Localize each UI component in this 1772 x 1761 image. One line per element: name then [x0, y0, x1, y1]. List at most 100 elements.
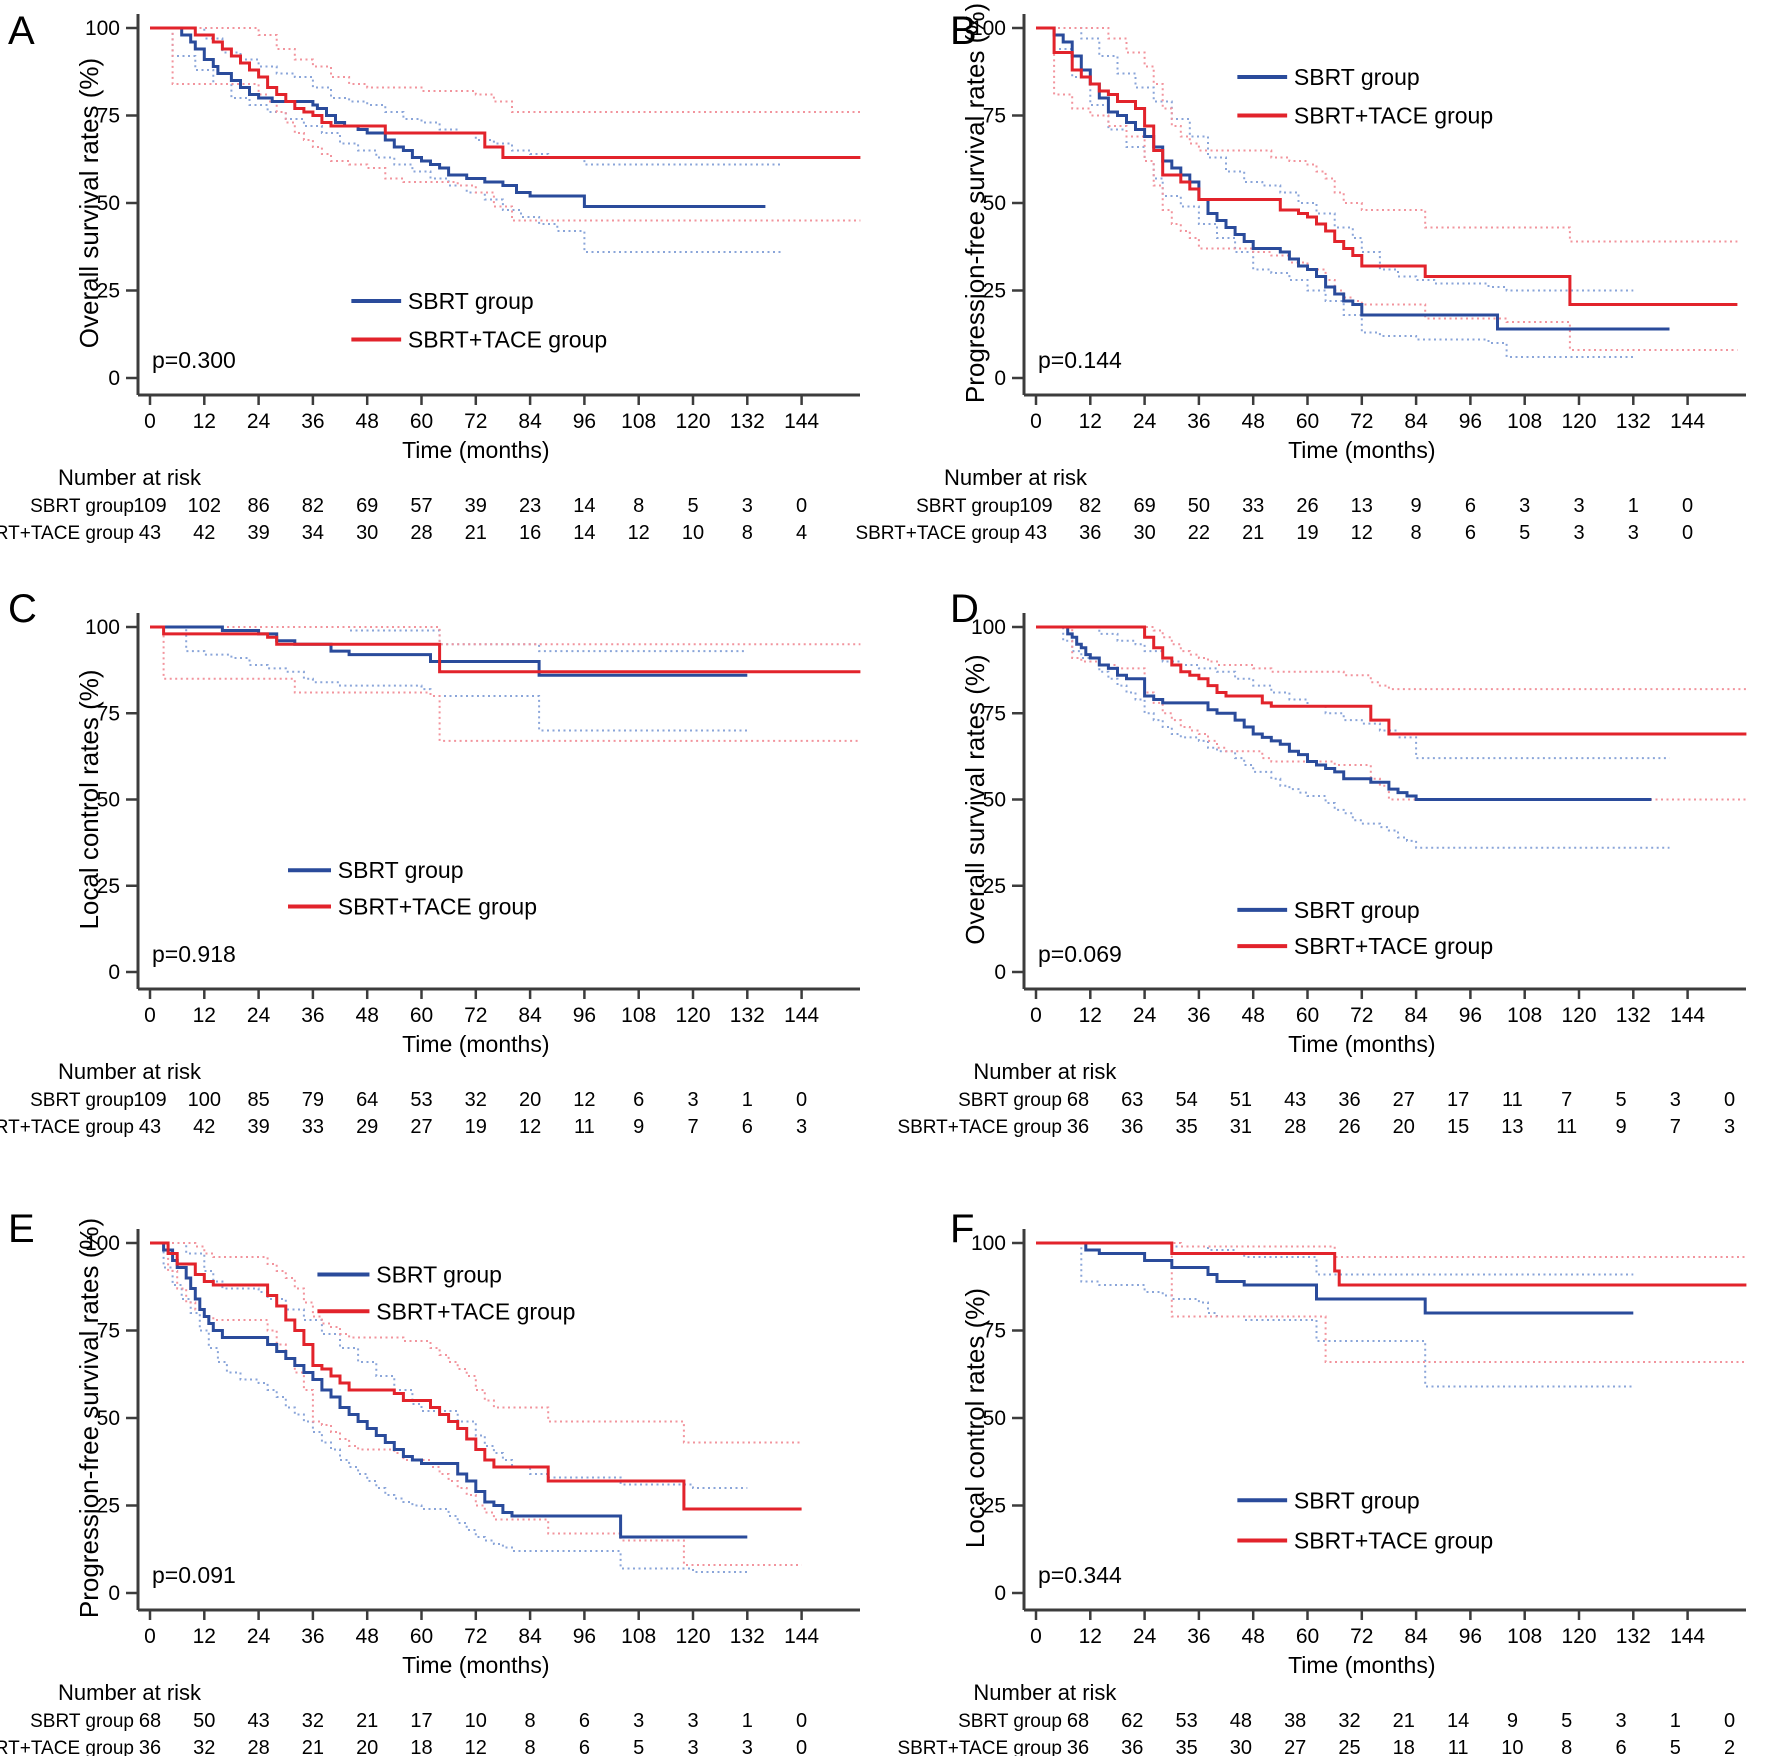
risk-row-label: SBRT group: [916, 496, 1020, 517]
y-tick-label: 75: [983, 1320, 1006, 1343]
x-tick-label: 12: [193, 1004, 216, 1027]
risk-count: 64: [356, 1089, 378, 1111]
x-tick-label: 108: [1507, 1004, 1542, 1027]
x-tick-label: 120: [675, 410, 710, 433]
risk-count: 12: [519, 1116, 541, 1138]
risk-count: 33: [1242, 495, 1264, 517]
tace-curve: [150, 26, 861, 159]
risk-count: 68: [1067, 1710, 1089, 1732]
y-tick-label: 75: [97, 105, 120, 128]
risk-count: 102: [188, 495, 221, 517]
sbrt-legend-label: SBRT group: [1294, 1487, 1420, 1513]
risk-count: 32: [1338, 1710, 1360, 1732]
risk-count: 1: [1670, 1710, 1681, 1732]
x-tick-label: 12: [1079, 1004, 1102, 1027]
x-tick-label: 96: [573, 1625, 596, 1648]
risk-count: 43: [247, 1710, 269, 1732]
panel-letter: A: [8, 9, 35, 53]
risk-count: 42: [193, 1116, 215, 1138]
risk-count: 8: [742, 522, 753, 544]
risk-count: 18: [410, 1737, 432, 1756]
risk-count: 109: [1019, 495, 1052, 517]
tace-ci-upper-curve: [150, 1242, 802, 1444]
tace-ci-lower-curve: [150, 1242, 802, 1566]
risk-table-header: Number at risk: [58, 465, 202, 490]
risk-count: 11: [1502, 1089, 1523, 1111]
risk-count: 36: [1079, 522, 1101, 544]
tace-legend-label: SBRT+TACE group: [408, 327, 607, 353]
sbrt-legend-label: SBRT group: [1294, 64, 1420, 90]
risk-count: 3: [1724, 1116, 1735, 1138]
x-tick-label: 72: [464, 1625, 487, 1648]
risk-count: 3: [742, 495, 753, 517]
risk-row-label: SBRT+TACE group: [897, 1738, 1062, 1756]
risk-count: 19: [1296, 522, 1318, 544]
tace-legend-label: SBRT+TACE group: [1294, 1528, 1493, 1554]
x-tick-label: 60: [1296, 1004, 1319, 1027]
x-tick-label: 72: [1350, 410, 1373, 433]
risk-count: 16: [519, 522, 541, 544]
x-tick-label: 12: [193, 1625, 216, 1648]
x-tick-label: 60: [410, 1625, 433, 1648]
panel-letter: F: [950, 1207, 974, 1251]
x-tick-label: 120: [1561, 410, 1596, 433]
risk-count: 79: [302, 1089, 324, 1111]
x-tick-label: 144: [784, 1004, 819, 1027]
risk-count: 62: [1121, 1710, 1143, 1732]
risk-count: 21: [1393, 1710, 1415, 1732]
p-value-label: p=0.091: [152, 1562, 236, 1588]
x-tick-label: 84: [1404, 1625, 1428, 1648]
risk-count: 85: [247, 1089, 269, 1111]
risk-row-label: SBRT+TACE group: [0, 523, 134, 544]
x-tick-label: 120: [675, 1004, 710, 1027]
risk-count: 27: [1393, 1089, 1415, 1111]
sbrt-ci-upper-curve: [1036, 27, 1634, 292]
y-tick-label: 75: [983, 105, 1006, 128]
x-tick-label: 48: [356, 1004, 379, 1027]
risk-count: 36: [1121, 1737, 1143, 1756]
risk-count: 23: [519, 495, 541, 517]
x-tick-label: 72: [1350, 1004, 1373, 1027]
risk-count: 36: [1067, 1116, 1089, 1138]
x-tick-label: 0: [144, 410, 156, 433]
x-axis-label: Time (months): [1288, 437, 1435, 463]
tace-ci-lower-curve: [150, 27, 861, 222]
risk-count: 11: [574, 1116, 595, 1138]
risk-count: 100: [188, 1089, 221, 1111]
risk-count: 13: [1351, 495, 1373, 517]
sbrt-ci-upper-curve: [1036, 626, 1670, 760]
tace-curve: [150, 1241, 802, 1511]
tace-curve: [1036, 1241, 1747, 1287]
risk-count: 32: [193, 1737, 215, 1756]
y-tick-label: 25: [983, 280, 1006, 303]
y-tick-label: 50: [97, 789, 120, 812]
risk-row-label: SBRT group: [30, 1090, 134, 1111]
x-tick-label: 48: [1242, 410, 1265, 433]
y-tick-label: 75: [97, 1320, 120, 1343]
risk-count: 10: [1501, 1737, 1523, 1756]
risk-count: 9: [1507, 1710, 1518, 1732]
risk-count: 5: [687, 495, 698, 517]
y-tick-label: 50: [983, 789, 1006, 812]
risk-count: 50: [1188, 495, 1210, 517]
x-tick-label: 108: [621, 1004, 656, 1027]
risk-count: 20: [519, 1089, 541, 1111]
y-tick-label: 0: [994, 1582, 1006, 1605]
risk-count: 6: [579, 1737, 590, 1756]
risk-count: 43: [139, 1116, 161, 1138]
x-tick-label: 60: [410, 1004, 433, 1027]
y-axis-label: Local control rates (%): [960, 1288, 990, 1548]
risk-count: 21: [1242, 522, 1264, 544]
x-tick-label: 60: [410, 410, 433, 433]
risk-count: 7: [1670, 1116, 1681, 1138]
x-tick-label: 72: [464, 1004, 487, 1027]
risk-count: 69: [1133, 495, 1155, 517]
y-tick-label: 50: [983, 192, 1006, 215]
risk-count: 33: [302, 1116, 324, 1138]
risk-count: 21: [465, 522, 487, 544]
sbrt-legend-label: SBRT group: [408, 288, 534, 314]
risk-count: 8: [1561, 1737, 1572, 1756]
